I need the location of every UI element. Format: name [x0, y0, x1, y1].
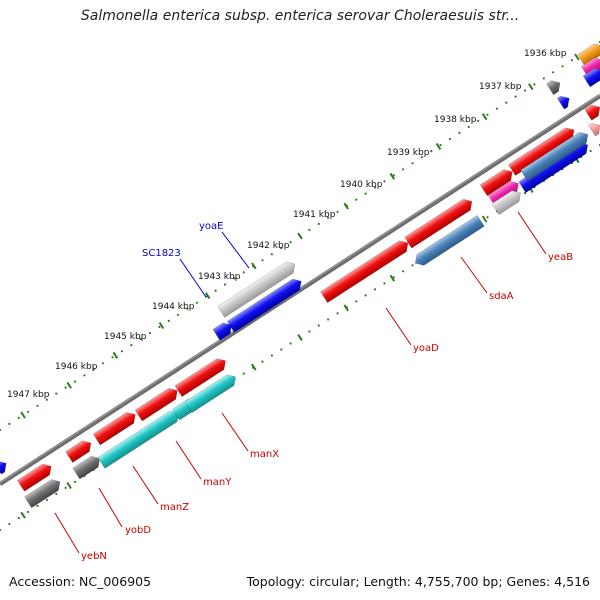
- gene-leader-line: [132, 465, 159, 505]
- tick-label: 1940 kbp: [340, 180, 383, 190]
- gene-label-many[interactable]: manY: [203, 477, 232, 488]
- gene-steel-2[interactable]: [520, 129, 592, 182]
- tick-label: 1941 kbp: [293, 210, 336, 220]
- gene-label-yeab[interactable]: yeaB: [548, 252, 573, 263]
- tick-label: 1937 kbp: [479, 82, 522, 92]
- gene-label-manz[interactable]: manZ: [160, 502, 189, 513]
- gene-label-yoae[interactable]: yoaE: [199, 221, 223, 232]
- tick-label: 1943 kbp: [198, 272, 241, 282]
- gene-gray-1937[interactable]: [546, 77, 563, 96]
- gene-red-4[interactable]: [134, 385, 181, 422]
- gene-leader-line: [54, 512, 80, 554]
- gene-SC1823[interactable]: [226, 276, 305, 333]
- gene-label-sdaa[interactable]: sdaA: [489, 291, 514, 302]
- gene-orange-1936[interactable]: [577, 40, 600, 66]
- gene-label-yobd[interactable]: yobD: [125, 525, 151, 536]
- gene-labels: yoaE SC1823 yeaB sdaA yoaD manX manY manZ yobD ye…: [54, 211, 573, 562]
- gene-yobD[interactable]: [72, 453, 104, 480]
- map-title: Salmonella enterica subsp. enterica sero…: [80, 8, 520, 24]
- tick-labels: 1936 kbp 1937 kbp 1938 kbp 1939 kbp 1940 kbp…: [7, 49, 567, 400]
- gene-yeaB[interactable]: [508, 124, 577, 176]
- gene-red-5[interactable]: [174, 355, 229, 398]
- gene-leader-line: [221, 231, 250, 269]
- gene-label-yebn[interactable]: yebN: [81, 551, 107, 562]
- gene-label-manx[interactable]: manX: [250, 449, 279, 460]
- gene-yebN[interactable]: [24, 476, 64, 509]
- gene-red-7[interactable]: [584, 102, 600, 121]
- topology-summary: Topology: circular; Length: 4,755,700 bp…: [246, 574, 590, 589]
- gene-red-6[interactable]: [479, 166, 516, 197]
- gene-leader-line: [460, 256, 488, 294]
- gene-manX[interactable]: [184, 371, 239, 414]
- gene-blue-1936[interactable]: [582, 65, 600, 88]
- reverse-strand-genes: [24, 120, 600, 509]
- tick-label: 1944 kbp: [152, 302, 195, 312]
- gene-red-1[interactable]: [17, 461, 54, 492]
- gene-leader-line: [98, 487, 123, 528]
- tick-label: 1938 kbp: [434, 115, 477, 125]
- outer-tick-track: [0, 40, 600, 432]
- tick-label: 1945 kbp: [104, 332, 147, 342]
- gene-blue-1937[interactable]: [556, 93, 572, 110]
- gene-red-2[interactable]: [65, 437, 95, 463]
- gene-lightgray-2[interactable]: [491, 187, 524, 215]
- gene-yoaD[interactable]: [320, 237, 411, 303]
- gene-label-sc1823[interactable]: SC1823: [142, 248, 181, 259]
- tick-label: 1942 kbp: [247, 241, 290, 251]
- gene-red-3[interactable]: [92, 409, 139, 446]
- gene-pink-edge[interactable]: [587, 120, 600, 137]
- tick-label: 1947 kbp: [7, 390, 50, 400]
- gene-blue-tip[interactable]: [0, 458, 10, 475]
- gene-sdaA-lower[interactable]: [412, 215, 485, 268]
- accession-label: Accession: NC_006905: [9, 574, 152, 589]
- tick-label: 1936 kbp: [524, 49, 567, 59]
- gene-leader-line: [385, 307, 412, 346]
- gene-label-yoad[interactable]: yoaD: [413, 343, 439, 354]
- forward-strand-genes: [0, 40, 600, 492]
- gene-leader-line: [517, 211, 547, 255]
- gene-leader-line: [221, 412, 249, 452]
- gene-sdaA[interactable]: [404, 196, 476, 249]
- gene-leader-line: [179, 258, 207, 298]
- tick-label: 1946 kbp: [55, 362, 98, 372]
- gene-blue-small[interactable]: [212, 320, 235, 341]
- gene-leader-line: [175, 440, 202, 480]
- tick-label: 1939 kbp: [387, 148, 430, 158]
- gene-yoaE[interactable]: [217, 259, 299, 318]
